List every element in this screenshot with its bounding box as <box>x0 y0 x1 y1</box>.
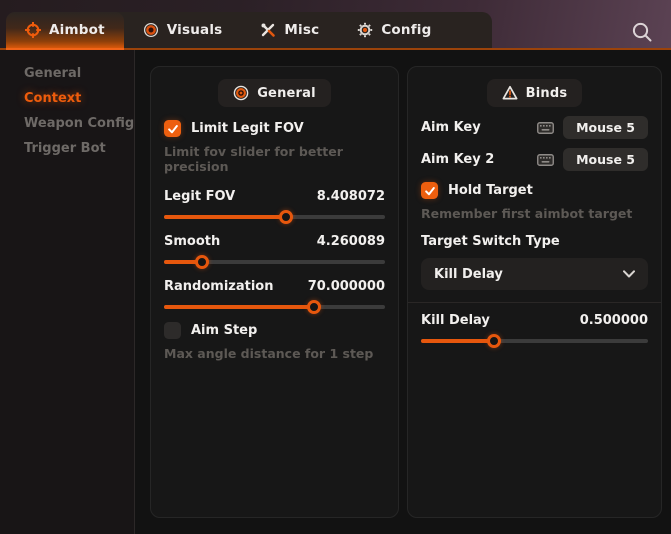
aim-key-row: Aim Key Mouse 5 <box>421 116 648 139</box>
slider-fill <box>164 210 293 224</box>
tab-config[interactable]: Config <box>338 12 450 48</box>
sidebar-item-general[interactable]: General <box>24 66 82 81</box>
sidebar-item-weapon-config[interactable]: Weapon Config <box>24 116 135 131</box>
panel-general-header: General <box>218 79 331 107</box>
randomization-value: 70.000000 <box>307 279 385 294</box>
header-bar: Aimbot Visuals Misc <box>0 0 671 50</box>
randomization-slider-group: Randomization 70.000000 <box>164 279 385 314</box>
aim-key-2-label: Aim Key 2 <box>421 152 495 167</box>
limit-legit-fov-hint: Limit fov slider for better precision <box>164 144 343 174</box>
panel-title: Binds <box>525 85 568 101</box>
tools-icon <box>261 23 276 37</box>
tab-strip: Aimbot Visuals Misc <box>6 12 492 48</box>
smooth-slider[interactable] <box>164 255 385 269</box>
legit-fov-label: Legit FOV <box>164 189 236 204</box>
slider-thumb[interactable] <box>486 334 501 348</box>
sidebar: General Context Weapon Config Trigger Bo… <box>0 50 135 534</box>
tab-misc[interactable]: Misc <box>241 12 338 48</box>
tab-aimbot[interactable]: Aimbot <box>6 12 124 48</box>
keyboard-icon[interactable] <box>537 153 555 166</box>
randomization-label: Randomization <box>164 279 274 294</box>
gear-icon <box>358 22 373 38</box>
eye-icon <box>143 22 158 38</box>
aim-key-2-row: Aim Key 2 Mouse 5 <box>421 148 648 171</box>
tab-label: Config <box>381 22 432 38</box>
smooth-slider-group: Smooth 4.260089 <box>164 234 385 269</box>
smooth-value: 4.260089 <box>316 234 385 249</box>
panel-binds: Binds Aim Key Mouse 5 <box>407 66 662 518</box>
dropdown-selected-value: Kill Delay <box>434 266 503 282</box>
aim-key-label: Aim Key <box>421 120 481 135</box>
aim-step-label: Aim Step <box>191 323 258 338</box>
panel-title: General <box>257 85 316 101</box>
target-switch-type-label: Target Switch Type <box>421 234 560 249</box>
checkbox-checked-icon[interactable] <box>164 120 181 137</box>
aim-key-2-bind-button[interactable]: Mouse 5 <box>563 148 648 171</box>
target-switch-type-dropdown[interactable]: Kill Delay <box>421 258 648 290</box>
smooth-label: Smooth <box>164 234 221 249</box>
limit-legit-fov-toggle[interactable]: Limit Legit FOV <box>164 120 385 137</box>
panel-binds-header: Binds <box>486 79 583 107</box>
legit-fov-value: 8.408072 <box>316 189 385 204</box>
slider-thumb[interactable] <box>307 300 322 314</box>
tab-label: Misc <box>284 22 320 38</box>
sidebar-item-context[interactable]: Context <box>24 91 82 106</box>
eye-target-icon <box>233 85 249 101</box>
search-icon[interactable] <box>631 21 653 43</box>
chevron-down-icon <box>623 270 635 278</box>
checkbox-checked-icon[interactable] <box>421 182 438 199</box>
hold-target-hint: Remember first aimbot target <box>421 206 633 221</box>
checkmark-icon <box>167 124 178 133</box>
slider-thumb[interactable] <box>194 255 209 269</box>
limit-legit-fov-label: Limit Legit FOV <box>191 121 304 136</box>
aim-step-hint: Max angle distance for 1 step <box>164 346 374 361</box>
tab-visuals[interactable]: Visuals <box>124 12 242 48</box>
hold-target-toggle[interactable]: Hold Target <box>421 182 648 199</box>
content-area: General Limit Legit FOV Limit fov slider… <box>135 50 671 534</box>
checkbox-unchecked-icon[interactable] <box>164 322 181 339</box>
kill-delay-slider[interactable] <box>421 334 648 348</box>
sidebar-item-trigger-bot[interactable]: Trigger Bot <box>24 141 106 156</box>
slider-thumb[interactable] <box>278 210 293 224</box>
keyboard-icon[interactable] <box>537 121 555 134</box>
main-body: General Context Weapon Config Trigger Bo… <box>0 50 671 534</box>
kill-delay-value: 0.500000 <box>579 313 648 328</box>
aim-step-toggle[interactable]: Aim Step <box>164 322 385 339</box>
kill-delay-slider-group: Kill Delay 0.500000 <box>421 313 648 348</box>
checkmark-icon <box>424 186 435 195</box>
kill-delay-label: Kill Delay <box>421 313 490 328</box>
aim-key-bind-button[interactable]: Mouse 5 <box>563 116 648 139</box>
tab-label: Aimbot <box>49 22 105 38</box>
panel-general: General Limit Legit FOV Limit fov slider… <box>150 66 399 518</box>
legit-fov-slider-group: Legit FOV 8.408072 <box>164 189 385 224</box>
slider-fill <box>421 334 501 348</box>
crosshair-icon <box>25 22 41 38</box>
section-divider <box>408 302 661 303</box>
slider-fill <box>164 255 209 269</box>
hold-target-label: Hold Target <box>448 183 533 198</box>
legit-fov-slider[interactable] <box>164 210 385 224</box>
slider-fill <box>164 300 322 314</box>
warning-triangle-icon <box>502 85 518 100</box>
tab-label: Visuals <box>166 22 223 38</box>
randomization-slider[interactable] <box>164 300 385 314</box>
